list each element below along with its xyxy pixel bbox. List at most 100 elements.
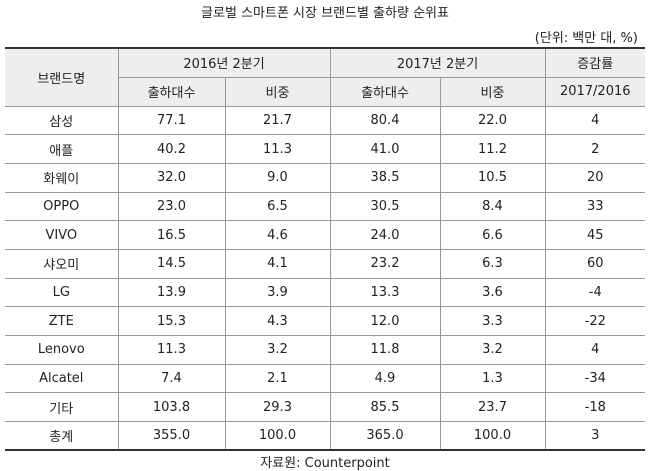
value-cell: 11.8: [329, 335, 441, 365]
brand-cell: Alcatel: [5, 363, 119, 394]
table-row: 삼성 77.1 21.7 80.4 22.0 4: [5, 105, 645, 136]
value-cell: 6.6: [439, 220, 546, 250]
value-cell: 4: [544, 105, 645, 136]
value-cell: 22.0: [439, 105, 546, 136]
header-cell: 비중: [224, 76, 331, 107]
value-cell: 355.0: [117, 421, 226, 452]
brand-cell: 삼성: [5, 105, 119, 136]
table-header: 브랜드명 2016년 2분기 2017년 2분기 증감률 출하대수 비중 출하대…: [5, 47, 645, 107]
value-cell: 3.3: [439, 306, 546, 336]
value-cell: 3.6: [439, 277, 546, 308]
value-cell: 41.0: [329, 134, 441, 164]
table-row: OPPO 23.0 6.5 30.5 8.4 33: [5, 191, 645, 222]
value-cell: 4.6: [224, 220, 331, 250]
header-cell: 브랜드명: [5, 47, 119, 107]
brand-cell: VIVO: [5, 220, 119, 250]
value-cell: 3.2: [224, 335, 331, 365]
brand-cell: 총계: [5, 421, 119, 452]
value-cell: 20: [544, 162, 645, 193]
header-cell: 비중: [439, 76, 546, 107]
table-row: 화웨이 32.0 9.0 38.5 10.5 20: [5, 162, 645, 193]
brand-cell: LG: [5, 277, 119, 308]
value-cell: 2.1: [224, 363, 331, 394]
value-cell: 45: [544, 220, 645, 250]
value-cell: 4.9: [329, 363, 441, 394]
value-cell: 23.0: [117, 191, 226, 222]
unit-note: (단위: 백만 대, %): [534, 31, 638, 46]
table-row: Alcatel 7.4 2.1 4.9 1.3 -34: [5, 363, 645, 394]
value-cell: 40.2: [117, 134, 226, 164]
value-cell: 32.0: [117, 162, 226, 193]
value-cell: 23.2: [329, 248, 441, 279]
table-row: 샤오미 14.5 4.1 23.2 6.3 60: [5, 248, 645, 279]
brand-cell: 애플: [5, 134, 119, 164]
table-row: 기타 103.8 29.3 85.5 23.7 -18: [5, 392, 645, 423]
value-cell: 14.5: [117, 248, 226, 279]
value-cell: 3.9: [224, 277, 331, 308]
value-cell: 4.1: [224, 248, 331, 279]
value-cell: 24.0: [329, 220, 441, 250]
value-cell: 1.3: [439, 363, 546, 394]
value-cell: 4: [544, 335, 645, 365]
value-cell: 7.4: [117, 363, 226, 394]
brand-cell: 화웨이: [5, 162, 119, 193]
value-cell: 85.5: [329, 392, 441, 423]
brand-cell: Lenovo: [5, 335, 119, 365]
title: 글로벌 스마트폰 시장 브랜드별 출하량 순위표: [201, 6, 449, 21]
table-row: 총계 355.0 100.0 365.0 100.0 3: [5, 421, 645, 452]
header-cell: 2017년 2분기: [329, 47, 546, 78]
value-cell: -34: [544, 363, 645, 394]
header-row: 출하대수 비중 출하대수 비중 2017/2016: [5, 76, 645, 107]
value-cell: 100.0: [439, 421, 546, 452]
table-row: ZTE 15.3 4.3 12.0 3.3 -22: [5, 306, 645, 336]
value-cell: 100.0: [224, 421, 331, 452]
value-cell: 23.7: [439, 392, 546, 423]
table: 브랜드명 2016년 2분기 2017년 2분기 증감률 출하대수 비중 출하대…: [5, 47, 645, 452]
value-cell: 80.4: [329, 105, 441, 136]
brand-cell: OPPO: [5, 191, 119, 222]
value-cell: 77.1: [117, 105, 226, 136]
brand-cell: ZTE: [5, 306, 119, 336]
value-cell: 9.0: [224, 162, 331, 193]
value-cell: 3: [544, 421, 645, 452]
value-cell: 15.3: [117, 306, 226, 336]
value-cell: 4.3: [224, 306, 331, 336]
brand-cell: 샤오미: [5, 248, 119, 279]
value-cell: -18: [544, 392, 645, 423]
brand-cell: 기타: [5, 392, 119, 423]
value-cell: 3.2: [439, 335, 546, 365]
value-cell: 103.8: [117, 392, 226, 423]
table-row: Lenovo 11.3 3.2 11.8 3.2 4: [5, 335, 645, 365]
value-cell: 12.0: [329, 306, 441, 336]
table-row: VIVO 16.5 4.6 24.0 6.6 45: [5, 220, 645, 250]
source: 자료원: Counterpoint: [260, 456, 390, 471]
value-cell: 13.9: [117, 277, 226, 308]
value-cell: 11.3: [224, 134, 331, 164]
value-cell: 21.7: [224, 105, 331, 136]
header-cell: 출하대수: [329, 76, 441, 107]
value-cell: 6.5: [224, 191, 331, 222]
value-cell: -4: [544, 277, 645, 308]
table-row: 애플 40.2 11.3 41.0 11.2 2: [5, 134, 645, 164]
header-cell: 2016년 2분기: [117, 47, 331, 78]
header-cell: 증감률: [544, 47, 645, 78]
value-cell: 16.5: [117, 220, 226, 250]
table-row: LG 13.9 3.9 13.3 3.6 -4: [5, 277, 645, 308]
value-cell: 11.3: [117, 335, 226, 365]
value-cell: 10.5: [439, 162, 546, 193]
header-row: 브랜드명 2016년 2분기 2017년 2분기 증감률: [5, 47, 645, 107]
table-body: 삼성 77.1 21.7 80.4 22.0 4 애플 40.2 11.3 41.0 11.2 2 화웨…: [5, 105, 645, 452]
value-cell: 30.5: [329, 191, 441, 222]
value-cell: 13.3: [329, 277, 441, 308]
value-cell: 2: [544, 134, 645, 164]
value-cell: -22: [544, 306, 645, 336]
value-cell: 8.4: [439, 191, 546, 222]
header-cell: 출하대수: [118, 76, 226, 107]
header-cell: 2017/2016: [544, 76, 645, 107]
value-cell: 33: [544, 191, 645, 222]
value-cell: 60: [544, 248, 645, 279]
value-cell: 38.5: [329, 162, 441, 193]
value-cell: 365.0: [329, 421, 441, 452]
